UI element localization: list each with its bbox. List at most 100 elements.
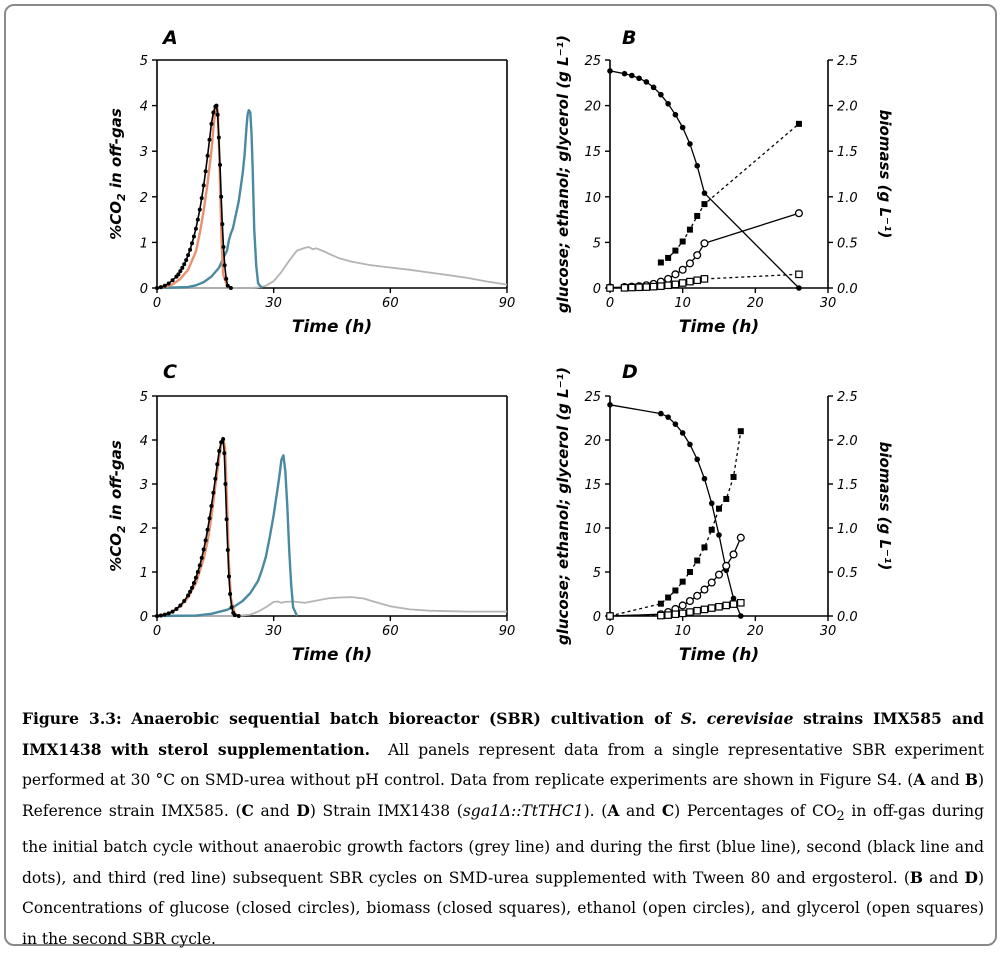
y2-tick-label: 0.5 (837, 236, 858, 251)
data-point-black (201, 547, 206, 552)
caption-genotype: sga1Δ::TtTHC1 (462, 801, 584, 820)
data-point-black (201, 183, 206, 188)
caption-text-6: in off-gas during the initial batch cycl… (22, 801, 985, 887)
data-point-glycerol (737, 599, 745, 607)
data-point-glucose (672, 421, 679, 427)
x-tick-label: 0 (153, 624, 161, 639)
data-point-black (162, 283, 167, 288)
data-point-black (221, 437, 226, 442)
figure-caption: Figure 3.3: Anaerobic sequential batch b… (22, 704, 984, 954)
x-tick-label: 10 (674, 624, 691, 639)
data-point-black (193, 226, 198, 231)
y-axis-label: glucose; ethanol; glycerol (g L⁻¹) (554, 367, 572, 645)
caption-and-1: and (925, 771, 965, 789)
data-point-glycerol (795, 270, 803, 279)
data-point-black (209, 121, 214, 126)
data-point-black (158, 285, 163, 290)
panel-label-b: B (622, 27, 636, 49)
data-point-biomass (723, 495, 730, 502)
series-line-red (156, 104, 232, 290)
data-point-ethanol (693, 251, 702, 260)
x-tick-label: 30 (820, 624, 837, 639)
data-point-glucose (658, 410, 664, 417)
data-point-biomass (701, 544, 708, 551)
data-point-black (184, 258, 189, 263)
y2-axis-label: biomass (g L⁻¹) (876, 110, 894, 239)
data-point-black (225, 548, 230, 552)
data-point-glucose (665, 100, 671, 107)
data-point-glycerol (700, 605, 709, 614)
figure-frame (4, 4, 997, 946)
data-point-ethanol (678, 601, 687, 610)
data-point-glucose (658, 91, 664, 98)
x-tick-label: 0 (606, 296, 614, 311)
y-tick-label: 25 (584, 54, 601, 69)
y2-tick-label: 1.5 (837, 478, 858, 493)
data-point-biomass (672, 247, 679, 254)
data-point-black (223, 482, 228, 486)
x-axis-label: Time (h) (292, 317, 372, 337)
x-tick-label: 30 (820, 296, 837, 311)
data-point-black (170, 278, 175, 283)
data-point-black (193, 575, 198, 580)
caption-text-2: ) Reference strain IMX585. ( (22, 771, 984, 820)
caption-ref-c1: C (241, 800, 254, 820)
data-point-biomass (730, 473, 737, 480)
data-point-ethanol (678, 265, 687, 274)
y2-axis-label: biomass (g L⁻¹) (876, 442, 894, 571)
y-axis-label-subscript: 2 (115, 525, 128, 533)
x-axis-label: Time (h) (679, 645, 759, 665)
data-point-black (199, 555, 204, 560)
data-point-black (178, 603, 183, 608)
data-point-black (188, 589, 193, 594)
data-point-black (214, 103, 219, 108)
data-point-ethanol (714, 570, 724, 579)
y2-tick-label: 2.5 (837, 54, 858, 69)
data-point-glycerol (664, 611, 672, 619)
y-tick-label: 1 (140, 566, 148, 581)
caption-and-3: and (619, 801, 662, 820)
y-axis-label-suffix: in off-gas (107, 440, 125, 525)
data-point-biomass (679, 238, 686, 245)
y-tick-label: 1 (140, 236, 148, 251)
x-axis-label: Time (h) (292, 645, 372, 665)
caption-text-1: All panels represent data from a single … (22, 740, 984, 790)
data-point-black (182, 262, 187, 267)
data-point-biomass (795, 120, 802, 127)
data-point-black (215, 462, 220, 467)
data-point-ethanol (685, 259, 694, 268)
data-point-black (203, 538, 208, 543)
y-tick-label: 0 (593, 610, 601, 625)
data-point-black (174, 606, 179, 611)
data-point-black (211, 490, 216, 495)
data-point-black (191, 581, 196, 585)
series-line-grey (157, 596, 507, 617)
y-tick-label: 0 (593, 282, 601, 297)
y2-tick-label: 2.0 (837, 434, 858, 449)
series-line-grey (157, 246, 508, 289)
data-point-black (222, 263, 227, 268)
y-tick-label: 25 (584, 390, 601, 405)
y2-tick-label: 1.0 (837, 522, 858, 537)
data-point-biomass (737, 428, 744, 435)
series-line-blue (156, 108, 263, 290)
data-point-black (190, 585, 194, 590)
caption-title-start: Anaerobic sequential batch bioreactor (S… (131, 709, 672, 728)
y-tick-label: 4 (140, 434, 148, 449)
x-tick-label: 30 (265, 296, 282, 311)
data-point-black (176, 272, 181, 277)
data-point-glucose (701, 190, 708, 196)
panel-label-d: D (622, 361, 638, 383)
data-point-biomass (679, 578, 686, 585)
data-point-black (191, 234, 196, 239)
data-point-biomass (686, 226, 693, 233)
y-axis-label-subscript: 2 (115, 193, 128, 201)
data-point-ethanol (736, 533, 745, 542)
data-point-black (215, 112, 220, 117)
data-point-black (170, 609, 175, 614)
data-point-glucose (730, 595, 737, 602)
data-point-glucose (738, 613, 744, 619)
data-point-ethanol (671, 270, 680, 279)
data-point-black (155, 614, 159, 618)
